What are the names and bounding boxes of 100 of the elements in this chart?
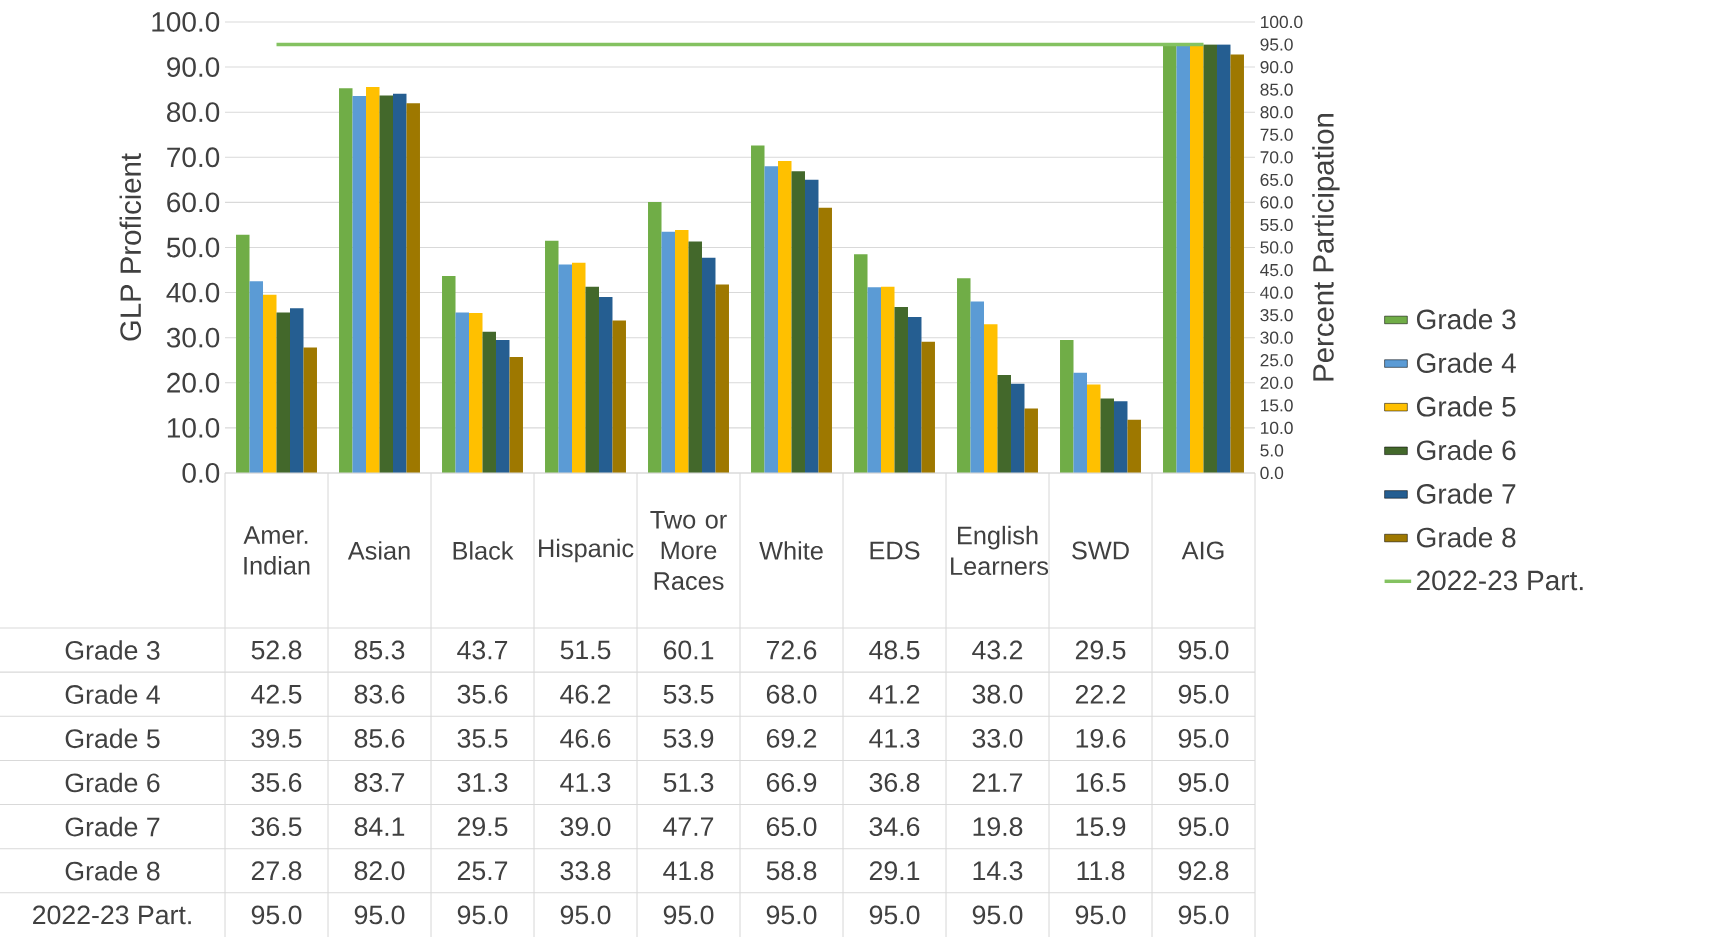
data-label: 58.8 [766, 861, 817, 881]
bar [701, 257, 716, 473]
bar [558, 264, 573, 473]
text: Grade 8 [65, 860, 160, 881]
y2-tick-label: 45.0 [1260, 263, 1293, 277]
data-label: 38.0 [972, 684, 1023, 704]
bar [751, 145, 765, 473]
y-tick-label: 40.0 [166, 282, 220, 303]
data-label: 33.8 [560, 861, 611, 881]
bar [1203, 44, 1217, 473]
bar [1087, 384, 1101, 473]
data-label: 95.0 [1178, 640, 1229, 660]
y2-axis-title: Percent Participation [1312, 114, 1340, 381]
bar [393, 93, 407, 473]
y-tick-label: 30.0 [166, 327, 220, 348]
legend-label: Grade 3 [1416, 308, 1516, 330]
y2-tick-label: 55.0 [1260, 218, 1293, 232]
data-label: 43.2 [972, 640, 1023, 660]
data-label: 36.5 [251, 817, 302, 837]
data-label: 21.7 [972, 773, 1023, 792]
y2-tick-label: 20.0 [1260, 376, 1293, 389]
data-label: 41.3 [560, 773, 611, 792]
bar [805, 179, 819, 473]
data-label: 51.5 [560, 640, 611, 660]
data-label: 39.5 [251, 728, 302, 748]
data-label: 65.0 [766, 817, 817, 837]
y2-tick-label: 70.0 [1260, 151, 1293, 164]
data-label: 34.6 [869, 817, 920, 837]
data-label: 83.6 [354, 684, 405, 704]
data-label: 43.7 [457, 640, 508, 660]
bar [818, 207, 832, 473]
bar [894, 307, 908, 473]
bar [1073, 372, 1087, 473]
y2-tick-label: 0.0 [1260, 466, 1284, 480]
data-label: 35.6 [251, 773, 302, 792]
data-label: 29.5 [457, 817, 508, 837]
data-label: 25.7 [457, 861, 508, 881]
bar [455, 312, 470, 473]
bar [406, 103, 420, 473]
data-label: 95.0 [1178, 905, 1229, 925]
legend-label: 2022-23 Part. [1416, 570, 1583, 591]
bar [442, 275, 456, 473]
bar [867, 287, 882, 473]
data-label: 36.8 [869, 773, 920, 792]
y-tick-label: 50.0 [166, 237, 220, 258]
y2-tick-label: 90.0 [1260, 60, 1293, 74]
bar [585, 286, 599, 473]
y2-tick-label: 50.0 [1260, 241, 1293, 254]
data-label: 39.0 [560, 817, 611, 837]
legend-label: Grade 4 [1416, 352, 1516, 373]
data-label: 85.3 [354, 640, 405, 660]
y2-tick-label: 40.0 [1260, 286, 1293, 299]
bar [469, 312, 483, 473]
data-label: 92.8 [1178, 861, 1229, 881]
data-label: 95.0 [1178, 773, 1229, 792]
data-label: 53.5 [663, 684, 714, 704]
y2-tick-label: 15.0 [1261, 399, 1293, 412]
y2-tick-label: 95.0 [1260, 38, 1293, 51]
bar [661, 231, 676, 473]
y2-tick-label: 80.0 [1260, 106, 1293, 119]
bar [688, 241, 702, 473]
bar [276, 312, 290, 473]
y-tick-label: 10.0 [167, 417, 220, 438]
bar [970, 301, 985, 473]
data-label: 19.6 [1076, 728, 1126, 748]
bar [303, 347, 317, 473]
bar [997, 375, 1011, 473]
data-label: 35.6 [457, 684, 508, 704]
bar [1230, 54, 1244, 473]
bar [715, 284, 729, 473]
y2-tick-label: 25.0 [1260, 354, 1293, 367]
bar [1010, 383, 1025, 473]
bar [957, 278, 971, 473]
data-label: 14.3 [973, 861, 1023, 881]
y-tick-label: 90.0 [167, 57, 220, 77]
text: Grade 7 [65, 816, 160, 837]
bar [236, 234, 250, 473]
x-tick-label: SWD [1072, 541, 1129, 560]
bar [1100, 398, 1114, 473]
data-label: 46.2 [560, 684, 611, 704]
bar [984, 324, 998, 473]
bar [366, 86, 380, 473]
y2-tick-label: 30.0 [1260, 331, 1293, 344]
data-label: 95.0 [972, 905, 1023, 925]
text: Grade 4 [65, 684, 160, 704]
data-label: 95.0 [663, 905, 714, 925]
data-label: 84.1 [354, 817, 405, 837]
y2-tick-label: 5.0 [1260, 444, 1284, 457]
x-tick-label: Amer. Indian [243, 526, 310, 575]
text: Grade 3 [65, 640, 160, 660]
x-tick-label: AIG [1181, 541, 1224, 560]
bar [1060, 339, 1074, 473]
bar [1127, 419, 1141, 473]
bar [675, 229, 689, 473]
bar [572, 262, 586, 473]
bar [791, 171, 805, 473]
bar [764, 166, 778, 473]
bar [1176, 44, 1190, 473]
data-label: 51.3 [663, 773, 714, 792]
data-label: 15.9 [1076, 817, 1126, 837]
